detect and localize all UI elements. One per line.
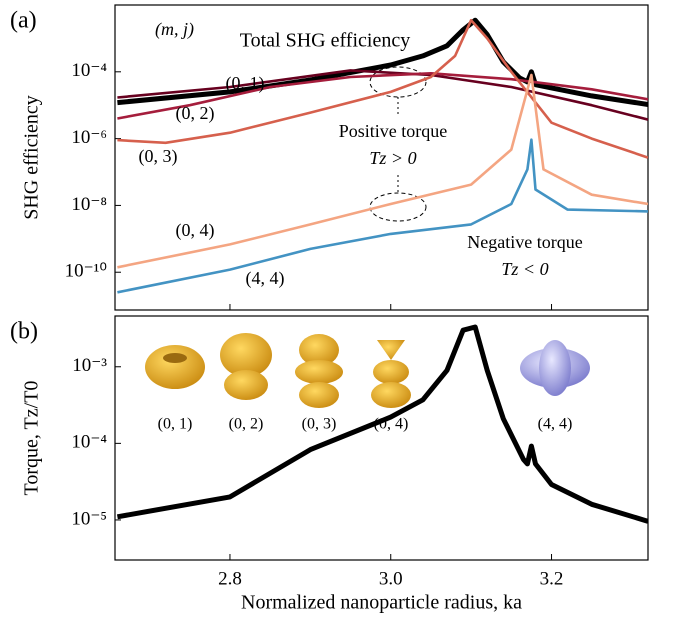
- mode-icon: [295, 360, 343, 384]
- ellipse: [369, 66, 427, 98]
- mode-icon: [224, 370, 268, 400]
- mode-label: (0, 1): [158, 416, 193, 433]
- annotation: Positive torque: [339, 121, 448, 141]
- mode-icon: [299, 382, 339, 408]
- mode-icon: [373, 360, 409, 384]
- series-label: (0, 1): [226, 73, 265, 94]
- data-line: [117, 138, 648, 294]
- mode-icon: [377, 340, 405, 360]
- mode-label: (4, 4): [538, 416, 573, 433]
- mode-icon: [220, 333, 272, 377]
- annotation: Negative torque: [467, 232, 582, 252]
- mode-icon: [371, 382, 411, 408]
- x-tick-label: 3.0: [379, 568, 403, 589]
- data-line: [117, 73, 648, 269]
- y-tick-label: 10⁻¹⁰: [65, 261, 107, 282]
- y-tick-label: 10⁻⁵: [71, 508, 107, 529]
- series-label: (0, 2): [176, 103, 215, 124]
- mode-label: (0, 2): [229, 416, 264, 433]
- series-label: (4, 4): [246, 268, 285, 289]
- x-tick-label: 2.8: [218, 568, 242, 589]
- x-axis-title: Normalized nanoparticle radius, ka: [241, 592, 522, 614]
- data-line: [117, 18, 648, 159]
- decorations: [145, 66, 590, 408]
- ellipse: [369, 192, 427, 222]
- y-tick-label: 10⁻⁴: [71, 432, 107, 453]
- chart-title: Total SHG efficiency: [240, 30, 410, 52]
- y-axis-title: Torque, Tz/T0: [21, 381, 43, 496]
- panel-label: (b): [10, 319, 38, 345]
- series-label: (0, 4): [176, 220, 215, 241]
- annotation: Tz > 0: [369, 148, 416, 168]
- panel-label: (a): [10, 8, 37, 34]
- y-axis-title: SHG efficiency: [21, 95, 43, 220]
- y-tick-label: 10⁻⁶: [71, 127, 107, 148]
- series-label: (0, 3): [139, 146, 178, 167]
- data-line: [116, 324, 648, 524]
- data-line: [117, 69, 648, 121]
- plot-frame: [114, 315, 649, 561]
- mode-icon: [145, 345, 205, 389]
- annotation: Tz < 0: [501, 259, 548, 279]
- mode-icon: [299, 334, 339, 366]
- mode-label: (0, 3): [302, 416, 337, 433]
- mode-icon: [163, 353, 187, 363]
- x-tick-label: 3.2: [540, 568, 564, 589]
- mode-icon: [539, 340, 571, 396]
- data-line: [117, 72, 648, 120]
- y-tick-label: 10⁻⁸: [71, 194, 107, 215]
- y-tick-label: 10⁻³: [72, 355, 107, 376]
- y-tick-label: 10⁻⁴: [71, 60, 107, 81]
- annotation: (m, j): [155, 19, 194, 40]
